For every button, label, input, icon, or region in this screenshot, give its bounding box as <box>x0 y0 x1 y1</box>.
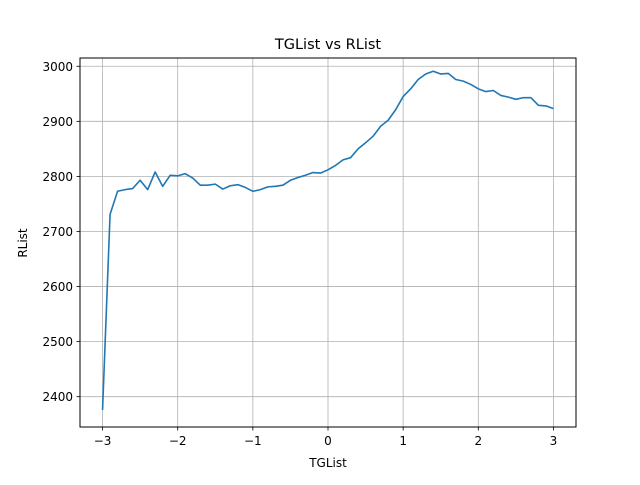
chart-title: TGList vs RList <box>274 37 382 53</box>
y-tick-label: 3000 <box>42 60 73 74</box>
series-line <box>101 70 554 410</box>
x-tick-label: 1 <box>399 434 407 448</box>
y-tick-label: 2800 <box>42 170 73 184</box>
y-tick-label: 2900 <box>42 115 73 129</box>
y-axis-label: RList <box>16 228 30 258</box>
x-tick-label: 0 <box>324 434 332 448</box>
x-tick-label: −2 <box>169 434 187 448</box>
y-axis-ticks: 2400 2500 2600 2700 2800 2900 3000 <box>42 60 80 404</box>
grid <box>80 58 576 427</box>
x-tick-label: −1 <box>244 434 262 448</box>
x-tick-label: 3 <box>550 434 558 448</box>
y-tick-label: 2700 <box>42 225 73 239</box>
y-tick-label: 2400 <box>42 390 73 404</box>
y-tick-label: 2500 <box>42 335 73 349</box>
x-axis-label: TGList <box>308 456 347 470</box>
x-tick-label: 2 <box>474 434 482 448</box>
series-layer <box>101 70 554 410</box>
x-tick-label: −3 <box>94 434 112 448</box>
x-axis-ticks: −3 −2 −1 0 1 2 3 <box>94 427 558 448</box>
y-tick-label: 2600 <box>42 280 73 294</box>
